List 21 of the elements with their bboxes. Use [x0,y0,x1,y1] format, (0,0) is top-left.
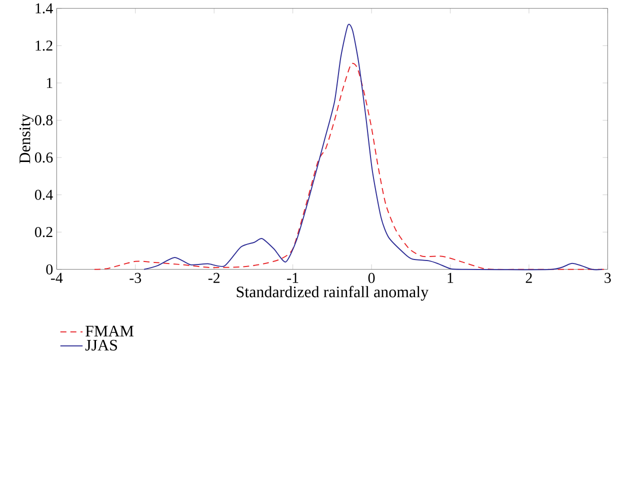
legend-label: JJAS [85,340,117,351]
y-tick-label: 1.4 [36,3,53,14]
y-tick-label: 1.2 [36,40,52,51]
x-tick-label: -4 [50,273,63,283]
y-axis-title: Density [19,114,34,164]
x-tick-label: -3 [130,273,142,284]
y-tick-label: 0 [46,264,53,275]
x-axis-title: Standardized rainfall anomaly [236,286,429,301]
x-tick-label: 0 [368,273,375,284]
legend-label: FMAM [86,326,134,336]
y-tick-label: 1 [46,78,52,88]
y-tick-label: 0.8 [34,115,53,126]
line-series [144,24,603,270]
y-tick-label: 0.6 [34,152,53,163]
x-tick-label: 3 [604,273,611,284]
x-tick-label: -1 [287,273,298,283]
y-tick-label: 0.2 [34,227,52,238]
y-tick-label: 0.4 [34,190,53,200]
x-tick-label: 2 [526,273,532,284]
x-tick-label: 1 [448,273,454,283]
x-tick-label: -2 [208,273,220,284]
